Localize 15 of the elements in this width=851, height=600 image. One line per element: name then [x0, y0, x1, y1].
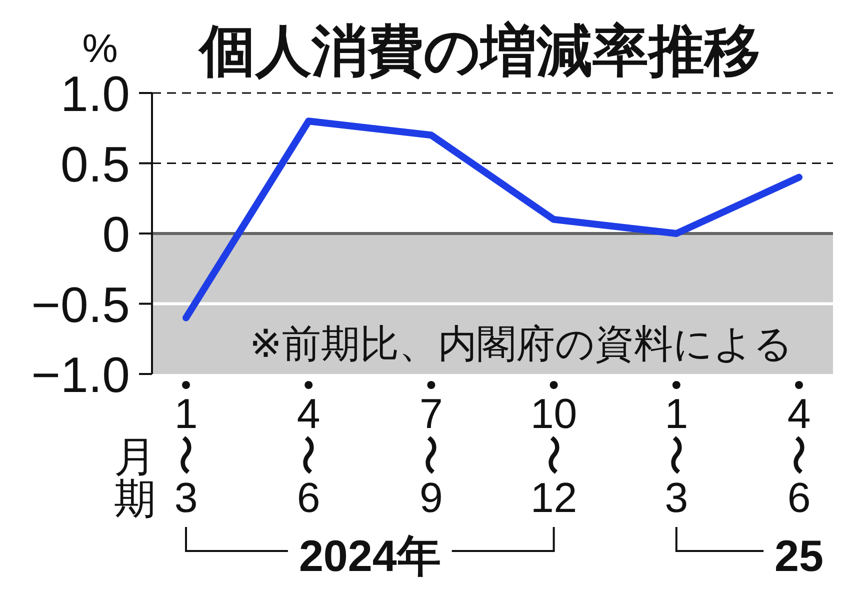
- chart-title: 個人消費の増減率推移: [198, 19, 760, 82]
- x-tick-label: 10〜12: [528, 390, 578, 522]
- x-tick-label: 1〜3: [651, 390, 698, 522]
- text: 2024年: [298, 532, 441, 581]
- y-tick-label: 0.5: [60, 136, 130, 192]
- text: 25: [774, 532, 824, 581]
- x-tick-label: 1〜3: [161, 390, 208, 522]
- x-tick-label: 4〜6: [284, 390, 331, 522]
- y-tick-label: −0.5: [31, 276, 130, 333]
- y-tick-label: −1.0: [31, 347, 130, 403]
- x-tick-label: 7〜9: [406, 390, 454, 522]
- x-axis-title: 月期: [114, 432, 156, 522]
- y-tick-label: 0: [102, 206, 130, 262]
- annotation: ※前期比、内閣府の資料による: [249, 322, 793, 366]
- x-tick-label: 4〜6: [774, 390, 822, 522]
